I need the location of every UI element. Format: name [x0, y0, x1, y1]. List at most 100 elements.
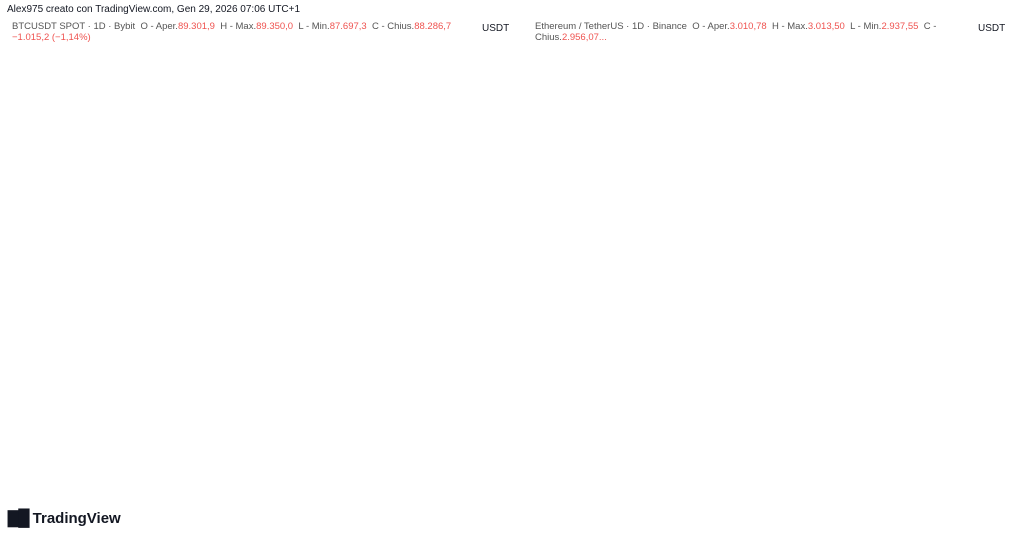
- price-tick-label: 96.000,0: [481, 149, 518, 160]
- fib-left-label-label: 00%: [7, 340, 25, 350]
- candle-body: [599, 144, 613, 272]
- price-tick-label: 3.360,00: [978, 121, 1015, 132]
- candle-body: [49, 296, 62, 306]
- candle-body: [580, 256, 594, 272]
- candle-body: [140, 165, 153, 168]
- btc-currency-unit[interactable]: USDT: [482, 23, 510, 34]
- candle-10: [4, 310, 17, 324]
- date-tick-label: 25: [830, 484, 841, 495]
- candle-body: [118, 126, 131, 168]
- resistance-line-label: Resistenza: [865, 247, 928, 261]
- price-tick-label: 3.280,00: [978, 165, 1015, 176]
- date-tick-label: 23: [791, 484, 802, 495]
- candle-body: [847, 363, 861, 425]
- date-tick-label: 17: [677, 484, 688, 495]
- tradingview-logo-text: TradingView: [32, 509, 121, 527]
- candle-12: [580, 228, 594, 288]
- moving-average-line: [7, 322, 444, 354]
- candle-body: [542, 274, 556, 277]
- badge-pointer-icon: [735, 201, 744, 206]
- candle-19: [209, 224, 222, 278]
- fib-50-label-line-label: 50,00%: [265, 286, 296, 296]
- candle-29: [904, 316, 918, 358]
- lightning-icon[interactable]: [435, 462, 451, 478]
- candle-body: [733, 219, 747, 358]
- candle-body: [368, 385, 381, 436]
- candle-body: [72, 171, 85, 297]
- close-label: C - Chius.: [371, 21, 415, 32]
- date-tick-label: 15: [119, 484, 130, 495]
- last-price-badge: [970, 340, 1018, 355]
- symbol-label[interactable]: BTCUSDT SPOT · 1D · Bybit: [12, 21, 136, 32]
- candle-16: [140, 157, 153, 205]
- price-tick-label: 87.000,0: [481, 422, 518, 433]
- price-tick-label: 2.800,00: [978, 429, 1015, 440]
- candle-body: [437, 355, 450, 387]
- candle-body: [771, 333, 785, 350]
- open-value: 89.301,9: [177, 21, 215, 32]
- candle-22: [277, 322, 290, 380]
- price-tick-label: 95.000,0: [481, 179, 518, 190]
- high-label: H - Max.: [771, 21, 808, 32]
- candle-14: [618, 101, 632, 170]
- date-tick-label: 19: [715, 484, 726, 495]
- candle-13: [72, 135, 85, 305]
- candle-18: [186, 168, 199, 226]
- candle-16: [656, 143, 670, 185]
- low-label: L - Min.: [298, 21, 330, 32]
- price-tick-label: 3.200,00: [978, 209, 1015, 220]
- dashed-level-value: 87.351,9: [476, 410, 513, 421]
- candle-body: [809, 348, 823, 350]
- price-tick-label: 2.880,00: [978, 385, 1015, 396]
- candle-28: [414, 316, 427, 370]
- candle-body: [675, 153, 689, 161]
- candle-23: [300, 298, 313, 379]
- candle-body: [523, 265, 537, 276]
- candle-body: [885, 309, 899, 318]
- eth-currency-unit[interactable]: USDT: [978, 23, 1006, 34]
- low-value: 87.697,3: [329, 21, 367, 32]
- low-value: 2.937,55: [881, 21, 919, 32]
- close-value: 2.956,07...: [561, 32, 607, 43]
- candle-body: [323, 346, 336, 359]
- price-tick-label: 3.080,00: [978, 275, 1015, 286]
- candle-14: [95, 96, 108, 196]
- last-price-value: 2.956,07: [973, 343, 1010, 354]
- candle-12: [49, 258, 62, 332]
- date-tick-label: 29: [438, 484, 449, 495]
- candle-28: [885, 298, 899, 333]
- date-tick-label: 29: [906, 484, 917, 495]
- candle-20: [733, 218, 747, 368]
- price-tick-label: 3.240,00: [978, 187, 1015, 198]
- candle-body: [27, 305, 39, 320]
- candle-24: [809, 338, 823, 354]
- candle-body: [904, 317, 918, 348]
- price-tick-label: 2.920,00: [978, 363, 1015, 374]
- price-tick-label: 3.160,00: [978, 231, 1015, 242]
- high-label: H - Max.: [220, 21, 257, 32]
- dashed-level-badge: [473, 407, 523, 422]
- candle-body: [277, 347, 290, 351]
- tradingview-logo[interactable]: ▇█ TradingView: [8, 508, 121, 528]
- date-tick-label: 27: [392, 484, 403, 495]
- date-tick-label: 17: [164, 484, 175, 495]
- date-tick-label: 15: [639, 484, 650, 495]
- price-tick-label: 99.000,0: [481, 59, 518, 70]
- percent-change-value: 7.83%: [727, 189, 753, 199]
- candle-20: [232, 246, 245, 400]
- fib-50-line-label: 50,00%: [572, 314, 603, 324]
- date-tick-label: 27: [868, 484, 879, 495]
- candle-23: [790, 313, 804, 383]
- candle-body: [694, 153, 708, 167]
- candle-17: [675, 141, 689, 167]
- high-value: 89.350,0: [256, 21, 294, 32]
- open-label: O - Aper.: [140, 21, 178, 32]
- price-tick-label: 98.000,0: [481, 89, 518, 100]
- lightning-icon[interactable]: [903, 462, 919, 478]
- candle-27: [866, 304, 880, 380]
- candle-21: [752, 284, 766, 398]
- candle-26: [368, 369, 381, 440]
- eth-legend: Ethereum / TetherUS · 1D · Binance O - A…: [535, 21, 965, 43]
- symbol-label[interactable]: Ethereum / TetherUS · 1D · Binance: [535, 21, 687, 32]
